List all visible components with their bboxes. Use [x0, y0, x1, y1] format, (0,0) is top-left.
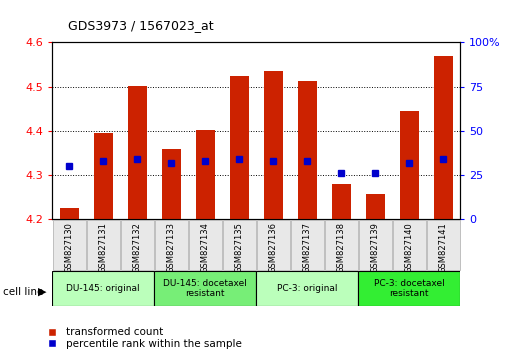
FancyBboxPatch shape	[359, 220, 392, 270]
Text: GSM827135: GSM827135	[235, 222, 244, 273]
Text: GSM827137: GSM827137	[303, 222, 312, 273]
Text: GDS3973 / 1567023_at: GDS3973 / 1567023_at	[68, 19, 213, 32]
Bar	[196, 130, 214, 219]
FancyBboxPatch shape	[257, 220, 290, 270]
Text: GSM827133: GSM827133	[167, 222, 176, 273]
Bar	[400, 111, 418, 219]
FancyBboxPatch shape	[121, 220, 154, 270]
Text: GSM827138: GSM827138	[337, 222, 346, 273]
Text: GSM827132: GSM827132	[133, 222, 142, 273]
Bar	[128, 86, 146, 219]
Text: PC-3: original: PC-3: original	[277, 284, 337, 293]
FancyBboxPatch shape	[325, 220, 358, 270]
FancyBboxPatch shape	[155, 220, 188, 270]
Text: GSM827141: GSM827141	[439, 222, 448, 273]
Text: PC-3: docetaxel
resistant: PC-3: docetaxel resistant	[374, 279, 445, 298]
FancyBboxPatch shape	[154, 271, 256, 306]
FancyBboxPatch shape	[358, 271, 460, 306]
Text: GSM827136: GSM827136	[269, 222, 278, 273]
FancyBboxPatch shape	[87, 220, 120, 270]
Text: GSM827134: GSM827134	[201, 222, 210, 273]
Bar	[332, 184, 350, 219]
FancyBboxPatch shape	[256, 271, 358, 306]
FancyBboxPatch shape	[52, 271, 154, 306]
Text: GSM827130: GSM827130	[65, 222, 74, 273]
Bar	[434, 56, 452, 219]
Text: cell line: cell line	[3, 287, 43, 297]
Bar	[162, 149, 180, 219]
Text: DU-145: original: DU-145: original	[66, 284, 140, 293]
FancyBboxPatch shape	[291, 220, 324, 270]
FancyBboxPatch shape	[223, 220, 256, 270]
FancyBboxPatch shape	[189, 220, 222, 270]
Text: GSM827140: GSM827140	[405, 222, 414, 273]
FancyBboxPatch shape	[427, 220, 460, 270]
Bar	[298, 80, 316, 219]
Bar	[60, 209, 78, 219]
Text: ▶: ▶	[38, 287, 46, 297]
Bar	[230, 76, 248, 219]
Text: GSM827139: GSM827139	[371, 222, 380, 273]
FancyBboxPatch shape	[53, 220, 86, 270]
FancyBboxPatch shape	[393, 220, 426, 270]
Text: DU-145: docetaxel
resistant: DU-145: docetaxel resistant	[163, 279, 247, 298]
Bar	[366, 194, 384, 219]
Bar	[94, 133, 112, 219]
Text: GSM827131: GSM827131	[99, 222, 108, 273]
Legend: transformed count, percentile rank within the sample: transformed count, percentile rank withi…	[42, 327, 242, 349]
Bar	[264, 71, 282, 219]
